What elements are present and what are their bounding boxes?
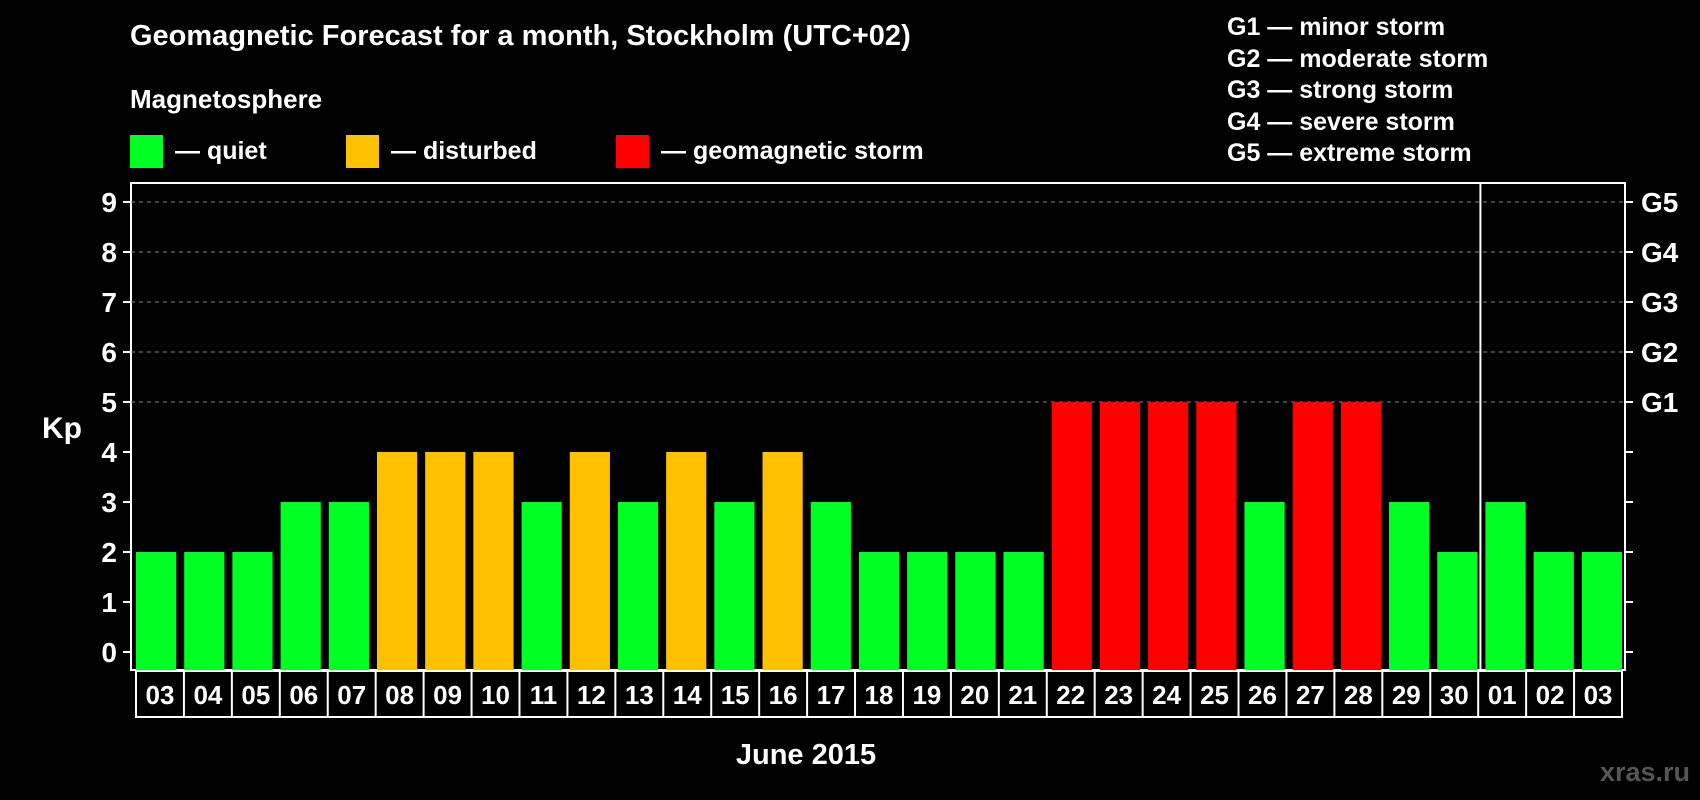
bar-15 xyxy=(858,552,900,670)
bar-21 xyxy=(1148,402,1189,670)
x-tick-label-30: 03 xyxy=(1584,680,1613,710)
bar-26 xyxy=(1389,502,1430,670)
y-tick-label-4: 4 xyxy=(101,437,117,468)
legend-quiet-swatch xyxy=(130,134,163,168)
y-tick-label-1: 1 xyxy=(101,587,117,618)
x-tick-label-1: 04 xyxy=(193,680,222,710)
y-tick-label-0: 0 xyxy=(101,637,117,668)
bar-13 xyxy=(762,452,803,670)
storm-scale-g2: G2 — moderate storm xyxy=(1227,44,1489,73)
x-tick-label-27: 30 xyxy=(1440,680,1469,710)
x-tick-label-6: 09 xyxy=(433,680,462,710)
bar-22 xyxy=(1196,402,1237,670)
x-tick-label-17: 20 xyxy=(960,680,989,710)
magnetosphere-label: Magnetosphere xyxy=(130,84,323,114)
x-tick-label-0: 03 xyxy=(146,680,175,710)
right-axis-label-g2: G2 xyxy=(1641,337,1678,368)
x-tick-label-23: 26 xyxy=(1248,680,1277,710)
x-tick-label-26: 29 xyxy=(1392,680,1421,710)
legend-disturbed: — disturbed xyxy=(346,134,537,168)
bar-2 xyxy=(232,552,273,670)
bar-1 xyxy=(184,552,225,670)
bar-0 xyxy=(136,552,177,670)
bar-14 xyxy=(810,502,851,670)
x-tick-label-7: 10 xyxy=(481,680,510,710)
bar-27 xyxy=(1437,552,1478,670)
bar-23 xyxy=(1244,502,1285,670)
bar-18 xyxy=(1003,552,1044,670)
bar-11 xyxy=(666,452,707,670)
x-tick-label-24: 27 xyxy=(1296,680,1325,710)
legend-storm-swatch xyxy=(616,134,649,168)
bar-19 xyxy=(1051,402,1092,670)
bar-16 xyxy=(907,552,948,670)
y-tick-label-7: 7 xyxy=(101,287,117,318)
bar-25 xyxy=(1340,402,1382,670)
x-tick-label-22: 25 xyxy=(1200,680,1229,710)
x-axis-label: June 2015 xyxy=(736,739,876,771)
chart-title: Geomagnetic Forecast for a month, Stockh… xyxy=(130,20,911,52)
x-tick-label-29: 02 xyxy=(1536,680,1565,710)
right-axis-label-g4: G4 xyxy=(1641,237,1679,268)
x-tick-label-16: 19 xyxy=(912,680,941,710)
y-tick-label-5: 5 xyxy=(101,387,117,418)
legend-storm-label: — geomagnetic storm xyxy=(661,136,924,165)
bar-9 xyxy=(569,452,610,670)
legend-disturbed-swatch xyxy=(346,134,379,168)
bar-10 xyxy=(617,502,659,670)
bar-8 xyxy=(521,502,562,670)
bar-12 xyxy=(714,502,755,670)
legend-quiet: — quiet xyxy=(130,134,267,168)
bar-20 xyxy=(1099,402,1141,670)
bar-7 xyxy=(473,452,514,670)
y-tick-label-6: 6 xyxy=(101,337,117,368)
right-axis-label-g1: G1 xyxy=(1641,387,1678,418)
x-tick-label-11: 14 xyxy=(673,680,702,710)
y-tick-label-9: 9 xyxy=(101,187,117,218)
x-tick-label-13: 16 xyxy=(769,680,798,710)
legend-disturbed-label: — disturbed xyxy=(391,136,537,165)
storm-scale-g4: G4 — severe storm xyxy=(1227,107,1455,136)
date-row-border xyxy=(135,670,1623,718)
storm-scale-g1: G1 — minor storm xyxy=(1227,13,1446,41)
storm-scale-g3: G3 — strong storm xyxy=(1227,76,1454,105)
bar-29 xyxy=(1533,552,1574,670)
x-tick-label-8: 11 xyxy=(530,680,558,710)
y-tick-label-2: 2 xyxy=(101,537,117,568)
x-tick-label-28: 01 xyxy=(1488,680,1517,710)
x-tick-label-21: 24 xyxy=(1152,680,1181,710)
storm-scale-legend: G1 — minor storm G2 — moderate storm G3 … xyxy=(1227,12,1488,170)
x-tick-label-2: 05 xyxy=(241,680,270,710)
watermark: xras.ru xyxy=(1599,757,1690,787)
right-axis-label-g3: G3 xyxy=(1641,287,1678,318)
legend-quiet-label: — quiet xyxy=(175,136,267,165)
bar-24 xyxy=(1292,402,1333,670)
y-axis-label: Kp xyxy=(42,412,82,445)
x-tick-label-4: 07 xyxy=(337,680,366,710)
right-axis-label-g5: G5 xyxy=(1641,187,1678,218)
y-tick-label-3: 3 xyxy=(101,487,117,518)
bar-5 xyxy=(376,452,418,670)
x-tick-label-5: 08 xyxy=(385,680,414,710)
storm-scale-g5: G5 — extreme storm xyxy=(1227,139,1472,168)
x-tick-label-15: 18 xyxy=(865,680,894,710)
x-tick-label-12: 15 xyxy=(721,680,750,710)
x-tick-label-3: 06 xyxy=(289,680,318,710)
x-tick-label-19: 22 xyxy=(1056,680,1085,710)
bar-4 xyxy=(328,502,369,670)
bar-3 xyxy=(280,502,321,670)
x-tick-label-25: 28 xyxy=(1344,680,1373,710)
x-tick-label-20: 23 xyxy=(1104,680,1133,710)
x-tick-label-14: 17 xyxy=(817,680,846,710)
x-tick-label-10: 13 xyxy=(625,680,654,710)
bar-6 xyxy=(425,452,466,670)
bar-17 xyxy=(955,552,996,670)
y-tick-label-8: 8 xyxy=(101,237,117,268)
x-tick-label-18: 21 xyxy=(1008,680,1037,710)
legend-storm: — geomagnetic storm xyxy=(616,134,924,168)
x-tick-label-9: 12 xyxy=(577,680,606,710)
bar-30 xyxy=(1581,552,1622,670)
bar-28 xyxy=(1485,502,1526,670)
